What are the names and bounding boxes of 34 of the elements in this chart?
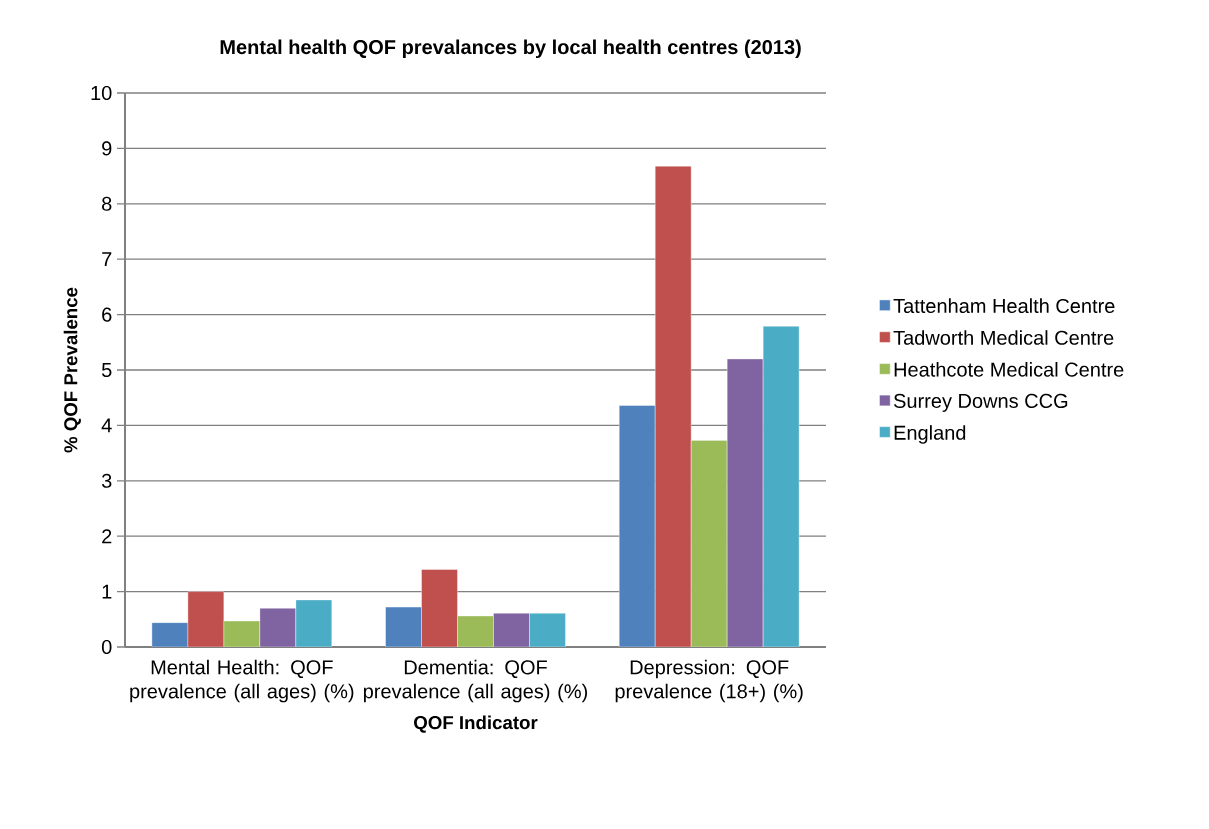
y-tick-label: 3 xyxy=(101,473,112,488)
bar xyxy=(421,569,458,647)
x-tick-label: Dementia: QOF prevalence (all ages) (%) xyxy=(363,659,588,703)
y-tick-label: 8 xyxy=(102,196,112,211)
y-tick-label: 10 xyxy=(91,85,112,101)
bar xyxy=(457,615,494,647)
y-tick-label: 6 xyxy=(102,307,112,322)
y-tick-label: 4 xyxy=(101,418,112,433)
bar xyxy=(223,620,261,647)
bar xyxy=(187,591,225,647)
x-tick-label: Mental Health: QOF prevalence (all ages) (%) xyxy=(130,659,354,703)
chart-title: Mental health QOF prevalances by local health centres (2013) xyxy=(220,39,801,59)
bar xyxy=(726,358,764,647)
y-tick-label: 2 xyxy=(102,529,112,544)
bar xyxy=(762,326,800,647)
legend-label: Heathcote Medical Centre xyxy=(894,362,1124,377)
x-axis-title: QOF Indicator xyxy=(414,715,538,733)
bar xyxy=(654,165,692,647)
bar xyxy=(259,608,297,647)
y-tick-label: 0 xyxy=(101,639,112,655)
legend-label: England xyxy=(894,425,966,444)
y-tick-label: 7 xyxy=(102,252,112,267)
bar xyxy=(690,440,728,647)
y-tick-label: 5 xyxy=(101,363,112,377)
legend-label: Tadworth Medical Centre xyxy=(893,330,1114,345)
legend-label: Tattenham Health Centre xyxy=(893,298,1115,314)
x-tick-label: Depression: QOF prevalence (18+) (%) xyxy=(615,659,803,703)
y-axis-title: % QOF Prevalence xyxy=(63,287,81,453)
bar xyxy=(295,599,332,647)
y-tick-label: 1 xyxy=(102,584,112,599)
y-tick-label: 9 xyxy=(102,141,112,156)
legend-label: Surrey Downs CCG xyxy=(893,393,1068,412)
bar xyxy=(529,613,566,647)
bar xyxy=(493,613,530,647)
